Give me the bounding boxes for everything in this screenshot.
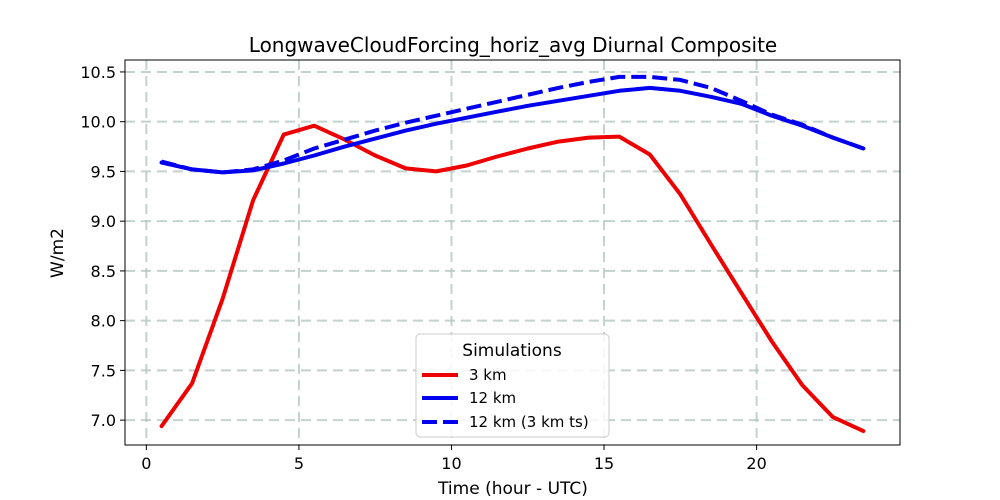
legend-label: 3 km xyxy=(469,366,507,384)
series-line-12-km xyxy=(159,85,866,175)
y-tick-label: 9.0 xyxy=(91,212,116,231)
y-axis-label: W/m2 xyxy=(48,228,68,278)
series-line-12-km-3-km-ts xyxy=(161,74,865,175)
series-lines xyxy=(159,74,866,434)
x-tick-label: 20 xyxy=(746,454,766,473)
y-tick-label: 7.5 xyxy=(91,361,116,380)
x-axis-label: Time (hour - UTC) xyxy=(437,479,588,499)
y-tick-label: 10.0 xyxy=(80,113,116,132)
y-axis-ticks: 7.0 7.5 8.0 8.5 9.0 9.5 10.0 10.5 xyxy=(80,63,125,430)
plot-frame xyxy=(124,59,901,446)
legend: Simulations 3 km 12 km 12 km (3 km ts) xyxy=(415,333,610,438)
y-tick-label: 8.0 xyxy=(91,312,116,331)
legend-label: 12 km xyxy=(469,389,516,407)
x-axis-ticks: 0 5 10 15 20 xyxy=(141,445,767,473)
series-line-3-km xyxy=(159,123,866,434)
legend-label: 12 km (3 km ts) xyxy=(469,413,589,431)
legend-box xyxy=(415,333,610,438)
chart-title: LongwaveCloudForcing_horiz_avg Diurnal C… xyxy=(249,33,777,57)
legend-title: Simulations xyxy=(462,341,562,361)
x-tick-label: 10 xyxy=(441,454,461,473)
x-tick-label: 0 xyxy=(141,454,151,473)
y-tick-label: 9.5 xyxy=(91,162,116,181)
x-tick-label: 15 xyxy=(594,454,614,473)
y-tick-label: 7.0 xyxy=(91,411,116,430)
y-tick-label: 8.5 xyxy=(91,262,116,281)
y-tick-label: 10.5 xyxy=(80,63,116,82)
x-tick-label: 5 xyxy=(294,454,304,473)
legend-items: 3 km 12 km 12 km (3 km ts) xyxy=(422,366,589,431)
